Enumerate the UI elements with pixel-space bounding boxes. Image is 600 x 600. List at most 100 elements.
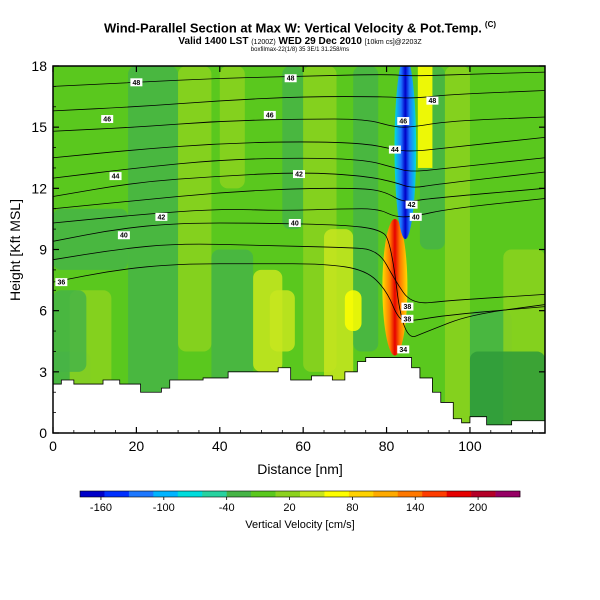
theta-contour	[53, 171, 545, 197]
colorbar-label: Vertical Velocity [cm/s]	[245, 519, 354, 531]
x-axis-label: Distance [nm]	[257, 461, 343, 477]
x-tick-label: 100	[458, 438, 482, 454]
colorbar-segment	[202, 491, 227, 497]
colorbar-segment	[397, 491, 423, 497]
theta-contour	[53, 90, 545, 112]
colorbar-frame	[79, 490, 521, 498]
contour-label-bg	[101, 115, 114, 124]
y-tick-label: 12	[31, 180, 47, 196]
colorbar-tick-label: -160	[90, 502, 112, 514]
contour-label-bg	[426, 96, 439, 105]
contour-label: 42	[408, 202, 416, 209]
colorbar-tick-label: 20	[283, 502, 295, 514]
contour-label-bg	[293, 170, 305, 179]
colorbar-segment	[348, 491, 374, 497]
contour-label: 44	[391, 147, 399, 154]
contour-label-bg	[130, 78, 143, 87]
contour-label: 38	[404, 304, 412, 311]
contour-label-bg	[55, 278, 68, 287]
field-band	[269, 290, 295, 352]
colorbar-segment	[104, 491, 130, 497]
x-tick-label: 40	[212, 438, 228, 454]
colorbar-tick-label: -40	[219, 502, 235, 514]
theta-contour	[53, 136, 545, 159]
colorbar-segment	[422, 491, 447, 497]
contour-label: 38	[404, 316, 412, 323]
colorbar-segment	[373, 491, 399, 497]
colorbar: -160 -100 -40 20 80 140 200	[79, 490, 521, 514]
chart-subtitle-small: boxfilmax-22(1/8) 35 3E/1 31.258/ms	[250, 47, 350, 53]
contour-label: 40	[120, 233, 128, 240]
colorbar-segment	[275, 491, 301, 497]
x-tick-label: 20	[129, 438, 145, 454]
contour-label-bg	[401, 302, 414, 311]
contour-label-bg	[109, 172, 122, 181]
contour-label-bg	[288, 218, 301, 227]
subtitle-utc: (1200Z)	[251, 39, 276, 46]
colorbar-segment	[300, 491, 325, 497]
colorbar-segment	[80, 491, 105, 497]
contour-label-bg	[409, 212, 422, 221]
field-band	[178, 66, 212, 352]
field-band	[282, 66, 304, 230]
subtitle-model: [10km cs]@2203Z	[364, 39, 422, 46]
contour-label: 42	[158, 214, 166, 221]
chart-title-text: Wind-Parallel Section at Max W: Vertical…	[103, 20, 482, 36]
field-band	[444, 66, 470, 433]
contour-label: 48	[287, 76, 295, 83]
theta-contour	[53, 263, 545, 322]
colorbar-tick-label: 80	[346, 502, 358, 514]
contour-label: 48	[132, 80, 140, 87]
contour-label-bg	[405, 200, 418, 209]
contour-label: 48	[429, 98, 437, 105]
contour-label: 46	[399, 119, 407, 126]
contour-label: 46	[103, 117, 111, 124]
contour-label-bg	[388, 145, 401, 154]
contour-label: 40	[412, 214, 420, 221]
colorbar-segment	[226, 491, 252, 497]
x-tick-label: 60	[295, 438, 311, 454]
contour-label: 34	[399, 347, 407, 354]
theta-contour	[53, 157, 545, 179]
colorbar-segment	[471, 491, 496, 497]
y-tick-label: 0	[39, 425, 47, 441]
copyright-mark: (C)	[484, 20, 497, 29]
colorbar-segment	[324, 491, 350, 497]
contour-label-bg	[397, 117, 410, 126]
updraft-core	[382, 218, 408, 356]
field-band-yellow	[417, 66, 433, 168]
field-band	[469, 351, 545, 433]
y-tick-label: 18	[31, 58, 47, 74]
chart-subtitle: Valid 1400 LST (1200Z) WED 29 Dec 2010 […	[0, 36, 600, 47]
contour-label-bg	[401, 314, 414, 323]
field-band	[219, 66, 245, 189]
y-tick-label: 9	[39, 242, 47, 258]
subtitle-date: WED 29 Dec 2010	[278, 36, 362, 47]
field-band	[344, 290, 362, 332]
contour-label: 36	[57, 280, 65, 287]
contour-label-bg	[397, 345, 410, 354]
colorbar-tick-label: 140	[406, 502, 424, 514]
colorbar-segment	[446, 491, 472, 497]
contour-label-bg	[155, 212, 168, 221]
field-band	[128, 66, 179, 433]
x-tick-label: 80	[379, 438, 395, 454]
contour-label: 40	[291, 220, 299, 227]
theta-contour	[53, 222, 545, 337]
colorbar-segment	[251, 491, 276, 497]
colorbar-segment	[177, 491, 203, 497]
theta-contour	[53, 243, 545, 304]
contour-label: 46	[266, 112, 274, 119]
velocity-field	[53, 66, 545, 433]
contour-label: 44	[112, 174, 120, 181]
colorbar-tick-label: 200	[469, 502, 487, 514]
colorbar-segment	[153, 491, 179, 497]
chart-title: Wind-Parallel Section at Max W: Vertical…	[0, 20, 600, 35]
theta-contour	[53, 116, 545, 132]
x-tick-label: 0	[49, 438, 57, 454]
theta-contours: 36 38 40 40 42 42 44 44 46 46 48 48 48 46 42 40 38 34	[53, 71, 545, 354]
downdraft-core	[394, 66, 417, 240]
y-axis-label: Height [Kft MSL]	[7, 199, 23, 301]
